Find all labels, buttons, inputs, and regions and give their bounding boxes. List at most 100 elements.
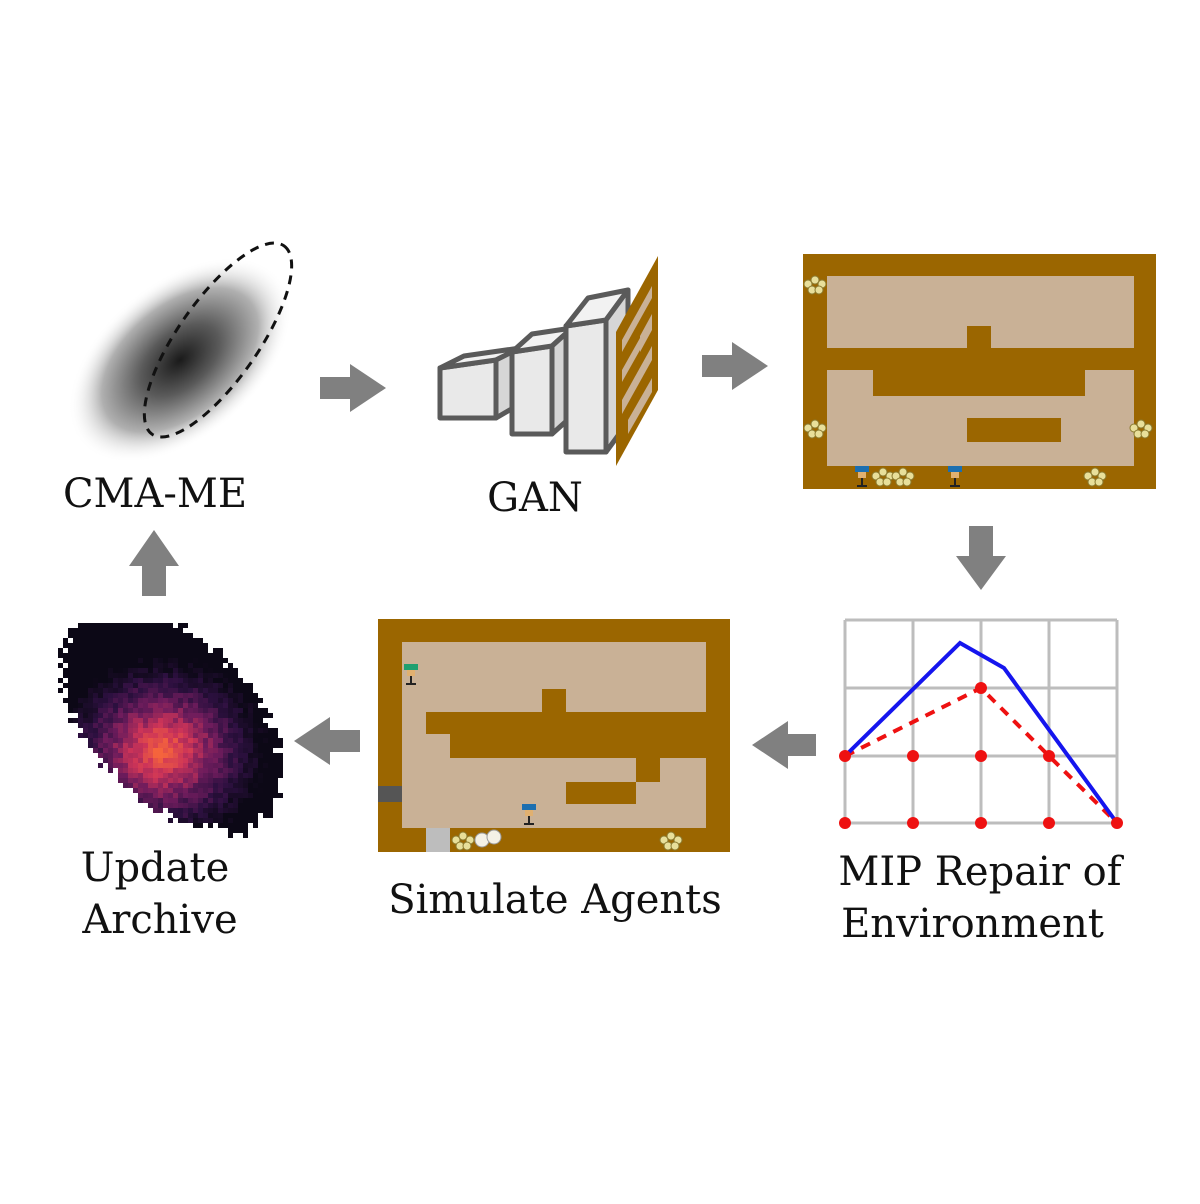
archive-cell (233, 718, 238, 723)
archive-cell (183, 723, 188, 728)
archive-cell (93, 748, 98, 753)
archive-cell (128, 773, 133, 778)
archive-cell (168, 658, 173, 663)
archive-cell (153, 698, 158, 703)
archive-cell (68, 633, 73, 638)
archive-cell (248, 783, 253, 788)
archive-cell (88, 733, 93, 738)
archive-cell (193, 823, 198, 828)
archive-cell (113, 748, 118, 753)
archive-cell (93, 668, 98, 673)
archive-cell (223, 783, 228, 788)
archive-cell (118, 763, 123, 768)
archive-cell (208, 743, 213, 748)
archive-cell (98, 728, 103, 733)
archive-cell (198, 638, 203, 643)
archive-cell (143, 788, 148, 793)
archive-cell (278, 758, 283, 763)
archive-cell (163, 638, 168, 643)
archive-cell (268, 763, 273, 768)
archive-cell (68, 678, 73, 683)
archive-cell (178, 638, 183, 643)
archive-cell (213, 753, 218, 758)
archive-cell (223, 693, 228, 698)
archive-cell (98, 693, 103, 698)
archive-cell (193, 748, 198, 753)
archive-cell (158, 713, 163, 718)
archive-cell (168, 783, 173, 788)
archive-cell (258, 758, 263, 763)
archive-cell (103, 743, 108, 748)
archive-cell (123, 713, 128, 718)
archive-cell (143, 768, 148, 773)
archive-cell (238, 723, 243, 728)
archive-cell (103, 723, 108, 728)
archive-cell (148, 798, 153, 803)
archive-cell (188, 803, 193, 808)
archive-cell (153, 673, 158, 678)
archive-cell (233, 723, 238, 728)
archive-cell (73, 673, 78, 678)
archive-cell (203, 773, 208, 778)
archive-cell (88, 633, 93, 638)
archive-cell (188, 708, 193, 713)
archive-cell (93, 718, 98, 723)
archive-cell (213, 763, 218, 768)
archive-cell (133, 688, 138, 693)
archive-cell (203, 738, 208, 743)
archive-cell (203, 683, 208, 688)
archive-cell (233, 778, 238, 783)
archive-cell (223, 733, 228, 738)
archive-cell (183, 718, 188, 723)
archive-cell (93, 743, 98, 748)
archive-cell (73, 718, 78, 723)
archive-cell (183, 728, 188, 733)
archive-cell (128, 628, 133, 633)
archive-cell (268, 758, 273, 763)
archive-cell (123, 668, 128, 673)
archive-cell (178, 778, 183, 783)
archive-cell (78, 623, 83, 628)
archive-cell (253, 723, 258, 728)
archive-cell (198, 778, 203, 783)
archive-cell (168, 653, 173, 658)
archive-cell (158, 638, 163, 643)
archive-cell (258, 808, 263, 813)
archive-cell (143, 798, 148, 803)
archive-cell (113, 673, 118, 678)
archive-cell (278, 738, 283, 743)
archive-cell (238, 758, 243, 763)
archive-cell (143, 748, 148, 753)
archive-heatmap (58, 623, 283, 838)
archive-cell (143, 793, 148, 798)
archive-cell (138, 708, 143, 713)
lattice-point (975, 750, 987, 762)
archive-cell (108, 758, 113, 763)
archive-cell (108, 688, 113, 693)
archive-cell (163, 788, 168, 793)
archive-cell (128, 708, 133, 713)
archive-cell (98, 748, 103, 753)
archive-cell (128, 693, 133, 698)
archive-cell (198, 813, 203, 818)
archive-cell (193, 668, 198, 673)
archive-cell (118, 698, 123, 703)
archive-cell (178, 813, 183, 818)
archive-cell (193, 698, 198, 703)
archive-cell (268, 783, 273, 788)
archive-cell (203, 668, 208, 673)
archive-cell (243, 798, 248, 803)
archive-cell (213, 783, 218, 788)
archive-cell (228, 703, 233, 708)
archive-cell (183, 753, 188, 758)
archive-cell (173, 733, 178, 738)
archive-cell (88, 743, 93, 748)
archive-cell (208, 738, 213, 743)
archive-cell (108, 658, 113, 663)
archive-cell (248, 803, 253, 808)
archive-cell (183, 778, 188, 783)
archive-cell (238, 738, 243, 743)
archive-cell (83, 723, 88, 728)
archive-cell (188, 673, 193, 678)
lattice-point (839, 750, 851, 762)
